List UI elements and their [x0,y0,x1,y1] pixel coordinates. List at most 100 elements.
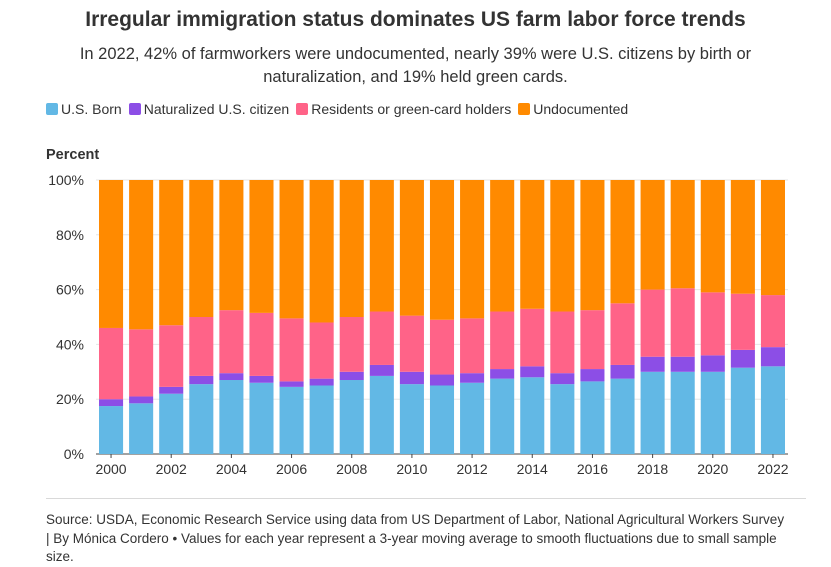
bar-segment [279,381,304,387]
bar-segment [550,180,575,312]
bar-segment [339,180,364,317]
bar-segment [760,295,785,348]
bar-segment [550,384,575,454]
bar-segment [219,373,244,381]
bar-segment [99,180,124,328]
bar-segment [429,374,455,386]
bar-segment [99,399,124,407]
bar-segment [490,378,515,454]
x-tick-label: 2008 [336,461,367,477]
x-tick-label: 2006 [276,461,307,477]
bar-segment [460,180,485,319]
bar-segment [309,378,334,386]
bar-segment [99,406,124,454]
bar-segment [610,364,635,379]
bar-segment [520,180,545,309]
y-tick-label: 0% [64,446,84,462]
bar-segment [399,371,424,385]
x-tick-label: 2002 [156,461,187,477]
bar-segment [399,384,424,454]
bar-segment [460,373,485,383]
bar-segment [159,386,184,394]
y-tick-label: 80% [56,227,84,243]
x-tick-label: 2022 [757,461,788,477]
bar-segment [610,303,635,365]
legend: U.S. Born Naturalized U.S. citizen Residen… [46,99,635,119]
legend-label: U.S. Born [61,101,122,117]
bar-segment [730,293,755,350]
y-tick-label: 60% [56,282,84,298]
bar-segment [520,366,545,378]
bar-segment [189,375,214,385]
bar-segment [129,329,154,397]
bar-segment [339,317,364,372]
bar-segment [580,381,605,454]
bar-segment [369,311,394,365]
bar-segment [129,396,154,404]
legend-swatch [46,103,58,115]
bar-segment [490,180,515,312]
bar-segment [249,180,274,313]
bar-segment [640,289,665,357]
legend-label: Naturalized U.S. citizen [143,101,290,117]
chart-subtitle: In 2022, 42% of farmworkers were undocum… [79,45,752,86]
bar-segment [429,385,455,454]
bar-segment [159,325,184,387]
bar-segment [670,371,695,454]
bar-segment [159,180,184,326]
legend-item: Residents or green-card holders [296,101,511,117]
legend-swatch [518,103,531,115]
bar-segment [640,180,665,290]
bar-segment [399,315,424,372]
bar-segment [760,347,785,367]
bar-segment [490,311,515,370]
bar-segment [279,386,304,454]
bar-segment [369,180,394,312]
bar-segment [309,322,334,379]
bar-segment [279,318,304,382]
bar-segment [309,385,334,454]
legend-label: Undocumented [533,101,629,117]
legend-item: U.S. Born [46,101,122,117]
bar-segment [99,327,124,400]
bar-segment [189,384,214,454]
bar-segment [339,371,364,381]
legend-item: Undocumented [518,101,628,117]
legend-label: Residents or green-card holders [311,101,512,117]
bar-segment [249,312,274,376]
bar-segment [610,378,635,454]
legend-swatch [128,103,141,115]
bar-segment [700,371,725,454]
bar-segment [460,318,485,374]
x-tick-label: 2014 [517,461,548,477]
bar-segment [249,382,274,454]
bar-segment [730,349,755,368]
bar-segment [760,366,785,454]
x-tick-label: 2010 [396,461,427,477]
bar-segment [730,180,755,294]
x-tick-label: 2016 [577,461,608,477]
bar-segment [339,380,364,454]
bar-segment [219,380,244,454]
bar-segment [219,310,244,374]
bar-segment [249,375,274,383]
bar-segment [730,367,755,454]
y-tick-label: 40% [56,336,84,352]
bar-segment [670,356,695,372]
y-tick-label: 100% [48,172,84,188]
bar-segment [159,393,184,454]
bar-segment [580,369,605,382]
bar-segment [640,371,665,454]
bar-segment [490,369,515,379]
x-tick-label: 2000 [95,461,126,477]
bar-segment [640,356,665,372]
y-axis-label: Percent [46,147,100,163]
stacked-bar-chart: 0% 20% 40% 60% 80% 100% 2000 2002 2004 2006 2008 20… [48,172,789,477]
x-tick-label: 2020 [697,461,728,477]
bar-segment [460,382,485,454]
bar-segment [189,180,214,317]
bar-segment [700,292,725,356]
bar-segment [670,180,695,289]
x-tick-label: 2018 [637,461,668,477]
bar-segment [429,180,455,320]
